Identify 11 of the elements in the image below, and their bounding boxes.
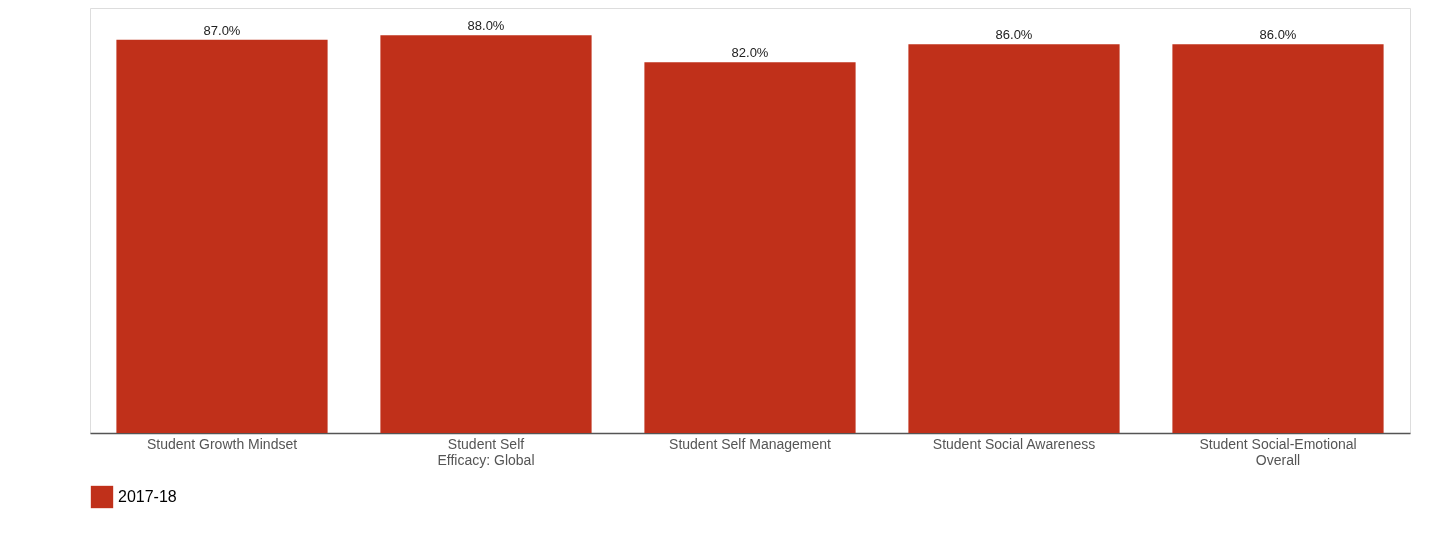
legend-label: 2017-18 (118, 488, 177, 505)
data-label: 88.0% (467, 18, 505, 34)
data-label: 87.0% (203, 22, 241, 38)
x-tick-label: Student Social Awareness (932, 435, 1096, 452)
x-tick-label: Student Growth Mindset (146, 435, 298, 452)
data-label: 86.0% (995, 27, 1033, 43)
data-label: 82.0% (731, 45, 769, 61)
x-tick-label: Student Self Management (669, 435, 832, 452)
x-tick-label: Student Social-Emotional Overall (1199, 435, 1357, 468)
data-label: 86.0% (1259, 27, 1297, 43)
x-tick-label: Student Self Efficacy: Global (437, 435, 535, 468)
